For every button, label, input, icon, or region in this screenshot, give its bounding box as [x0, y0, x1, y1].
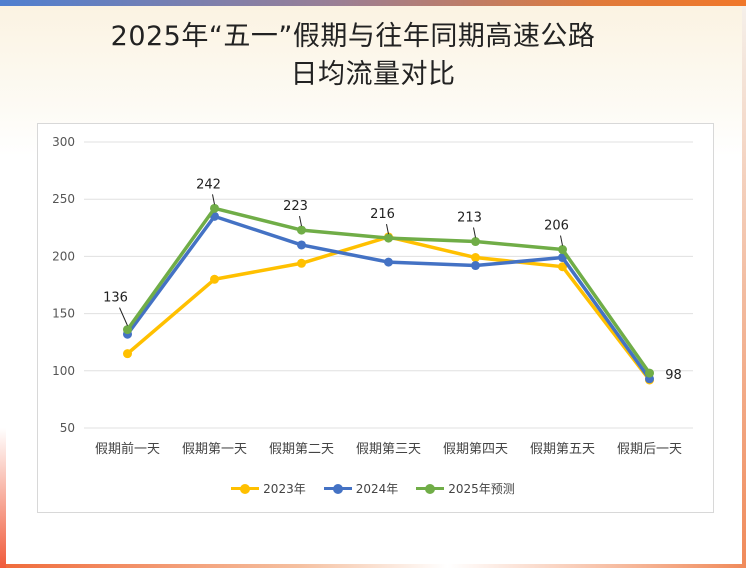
data-label: 213 [457, 211, 482, 226]
data-point [123, 325, 132, 335]
left-corner-decoration [0, 428, 6, 568]
x-tick-label: 假期第二天 [269, 442, 334, 457]
legend-swatch-icon [416, 483, 445, 494]
data-point [384, 233, 393, 243]
label-leader-line [212, 194, 215, 205]
legend-swatch-icon [323, 483, 352, 494]
data-point [558, 262, 567, 272]
y-tick-label: 250 [52, 192, 75, 206]
page-title-line1: 2025年“五一”假期与往年同期高速公路 [110, 21, 596, 52]
data-point [123, 349, 132, 359]
data-point [558, 245, 567, 255]
x-tick-label: 假期前一天 [95, 441, 160, 457]
page-title-line2: 日均流量对比 [290, 59, 456, 90]
legend-item: 2025年预测 [416, 480, 515, 497]
y-tick-label: 150 [52, 307, 75, 321]
top-accent-bar [0, 0, 746, 6]
data-point [297, 240, 306, 250]
y-tick-label: 200 [52, 249, 75, 263]
data-label: 223 [283, 199, 308, 214]
x-tick-label: 假期第五天 [530, 442, 595, 457]
bottom-edge-decoration [0, 564, 746, 568]
data-label: 136 [103, 291, 128, 306]
data-point [471, 237, 480, 247]
y-tick-label: 100 [52, 364, 75, 378]
x-tick-label: 假期第四天 [443, 442, 508, 457]
right-edge-decoration [742, 6, 746, 568]
label-leader-line [386, 223, 389, 235]
x-tick-label: 假期第一天 [182, 442, 247, 457]
legend-label: 2023年 [263, 482, 306, 496]
data-point [384, 257, 393, 267]
data-label: 206 [544, 219, 569, 234]
data-point [645, 368, 654, 378]
label-leader-line [473, 227, 476, 238]
x-tick-label: 假期后一天 [617, 442, 682, 457]
legend-label: 2024年 [355, 482, 399, 496]
data-point [471, 253, 480, 263]
y-tick-label: 300 [52, 135, 75, 149]
data-point [210, 203, 219, 213]
data-label: 98 [665, 368, 682, 383]
label-leader-line [560, 235, 563, 246]
data-point [297, 225, 306, 235]
legend-label: 2025年预测 [448, 482, 515, 496]
data-label: 242 [196, 177, 221, 192]
y-tick-label: 50 [60, 421, 75, 435]
legend-item: 2023年 [231, 480, 306, 497]
legend-item: 2024年 [323, 480, 399, 497]
x-tick-label: 假期第三天 [356, 442, 421, 457]
chart-legend: 2023年 2024年 2025年预测 [0, 480, 746, 497]
data-point [210, 274, 219, 284]
legend-swatch-icon [231, 483, 260, 494]
label-leader-line [299, 215, 302, 227]
data-label: 216 [370, 207, 395, 222]
label-leader-line [119, 307, 128, 326]
data-point [297, 258, 306, 268]
data-point [471, 261, 480, 271]
